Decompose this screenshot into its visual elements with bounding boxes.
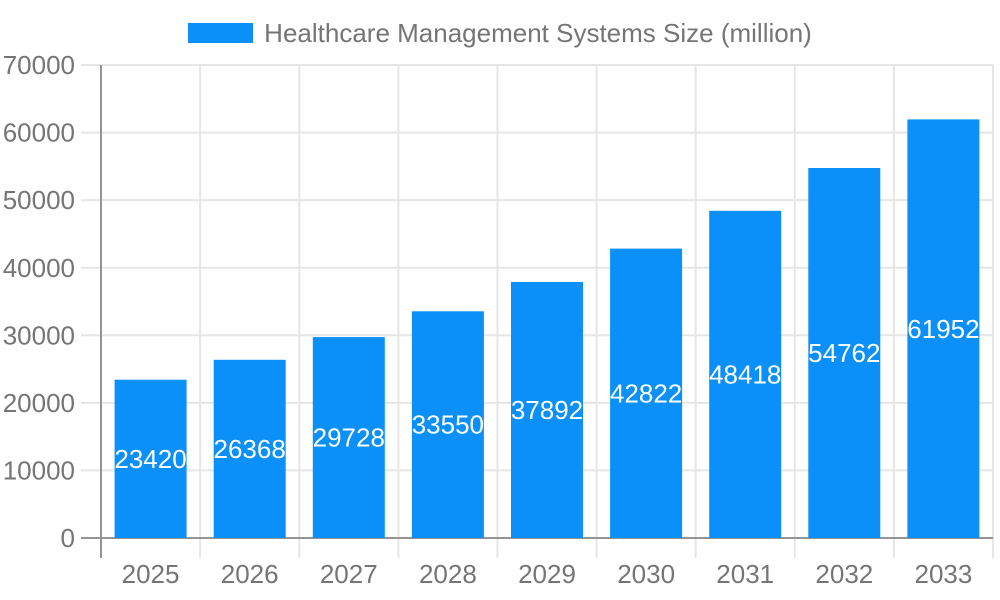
y-tick-label: 70000 [3,50,75,80]
bar-2033[interactable] [907,119,980,539]
x-tick-label: 2027 [320,559,378,589]
y-tick-label: 40000 [3,253,75,283]
y-tick-label: 30000 [3,320,75,350]
bar-2032[interactable] [808,168,881,538]
bar-value-label: 54762 [808,338,880,368]
x-tick-label: 2026 [221,559,279,589]
x-tick-label: 2029 [518,559,576,589]
x-tick-label: 2032 [815,559,873,589]
bar-2030[interactable] [610,248,683,538]
x-tick-label: 2025 [122,559,180,589]
legend: Healthcare Management Systems Size (mill… [0,18,1000,48]
bar-value-label: 33550 [412,410,484,440]
bar-2025[interactable] [114,379,187,538]
bar-value-label: 61952 [907,314,979,344]
bar-2031[interactable] [709,210,782,539]
bar-value-label: 23420 [114,444,186,474]
x-tick-label: 2030 [617,559,675,589]
bar-value-label: 37892 [511,395,583,425]
y-tick-label: 0 [61,523,75,553]
bar-2029[interactable] [511,282,583,538]
bar-value-label: 29728 [313,423,385,453]
x-tick-label: 2028 [419,559,477,589]
y-tick-label: 50000 [3,185,75,215]
bar-value-label: 42822 [610,378,682,408]
x-tick-label: 2031 [716,559,774,589]
x-tick-label: 2033 [915,559,973,589]
bar-2028[interactable] [411,311,484,538]
legend-swatch [188,23,254,43]
y-tick-label: 60000 [3,118,75,148]
y-tick-label: 20000 [3,388,75,418]
bar-2027[interactable] [312,337,385,538]
bar-2026[interactable] [213,359,286,538]
y-tick-label: 10000 [3,456,75,486]
bar-value-label: 26368 [214,434,286,464]
bar-value-label: 48418 [709,360,781,390]
legend-label: Healthcare Management Systems Size (mill… [264,18,812,48]
